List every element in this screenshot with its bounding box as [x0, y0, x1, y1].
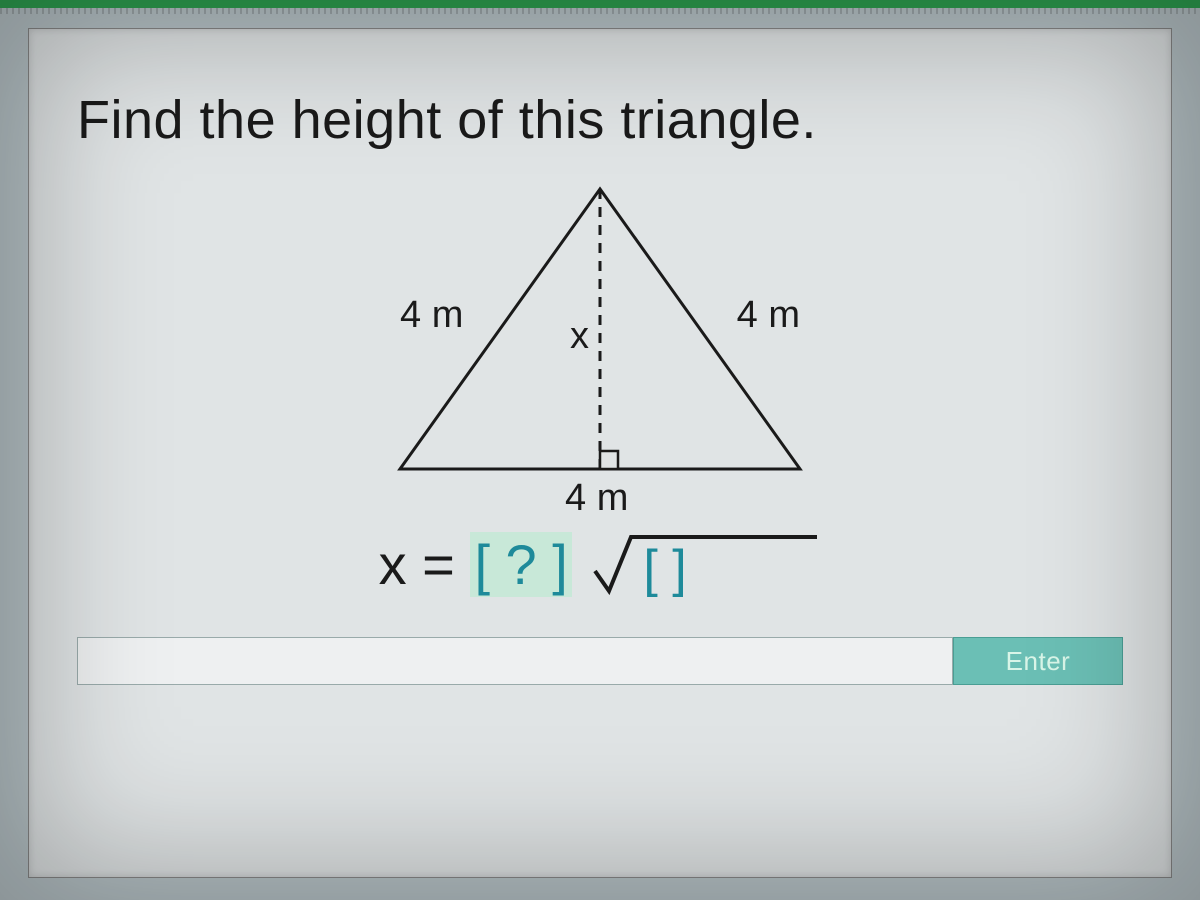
- sqrt-symbol: [ ]: [591, 527, 821, 601]
- answer-input[interactable]: [77, 637, 953, 685]
- right-angle-marker: [600, 451, 618, 469]
- top-accent-bar: [0, 0, 1200, 8]
- side-right-label: 4 m: [737, 294, 800, 337]
- radical-path: [595, 537, 817, 591]
- triangle-svg: [340, 179, 860, 509]
- question-text: Find the height of this triangle.: [77, 89, 1123, 151]
- enter-button[interactable]: Enter: [953, 637, 1123, 685]
- answer-prefix: x =: [379, 532, 455, 597]
- radicand-blank[interactable]: [ ]: [639, 539, 690, 599]
- content-panel: Find the height of this triangle. 4 m 4 …: [28, 28, 1172, 878]
- triangle-diagram: 4 m 4 m x 4 m: [340, 179, 860, 509]
- height-label: x: [570, 315, 589, 358]
- side-left-label: 4 m: [400, 294, 463, 337]
- base-label: 4 m: [565, 477, 628, 520]
- input-row: Enter: [77, 637, 1123, 685]
- decorative-pattern: [0, 8, 1200, 14]
- answer-expression: x = [ ? ] [ ]: [77, 527, 1123, 601]
- coefficient-blank[interactable]: [ ? ]: [470, 532, 571, 597]
